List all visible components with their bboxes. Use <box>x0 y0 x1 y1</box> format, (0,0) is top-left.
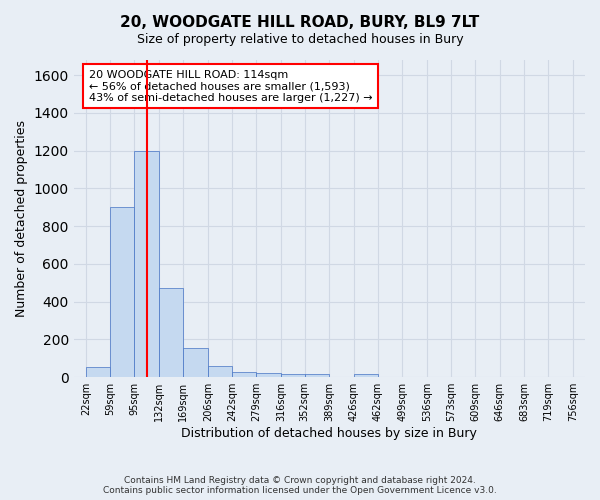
Bar <box>86 367 110 377</box>
Bar <box>159 288 184 377</box>
Bar <box>110 208 134 377</box>
Bar <box>354 374 378 377</box>
Text: Contains HM Land Registry data © Crown copyright and database right 2024.
Contai: Contains HM Land Registry data © Crown c… <box>103 476 497 495</box>
X-axis label: Distribution of detached houses by size in Bury: Distribution of detached houses by size … <box>181 427 477 440</box>
Bar <box>134 150 159 377</box>
Y-axis label: Number of detached properties: Number of detached properties <box>15 120 28 317</box>
Bar <box>281 374 305 377</box>
Bar <box>256 374 281 377</box>
Text: Size of property relative to detached houses in Bury: Size of property relative to detached ho… <box>137 32 463 46</box>
Bar <box>208 366 232 377</box>
Text: 20, WOODGATE HILL ROAD, BURY, BL9 7LT: 20, WOODGATE HILL ROAD, BURY, BL9 7LT <box>121 15 479 30</box>
Text: 20 WOODGATE HILL ROAD: 114sqm
← 56% of detached houses are smaller (1,593)
43% o: 20 WOODGATE HILL ROAD: 114sqm ← 56% of d… <box>89 70 373 102</box>
Bar <box>305 374 329 377</box>
Bar <box>184 348 208 377</box>
Bar <box>232 372 256 377</box>
